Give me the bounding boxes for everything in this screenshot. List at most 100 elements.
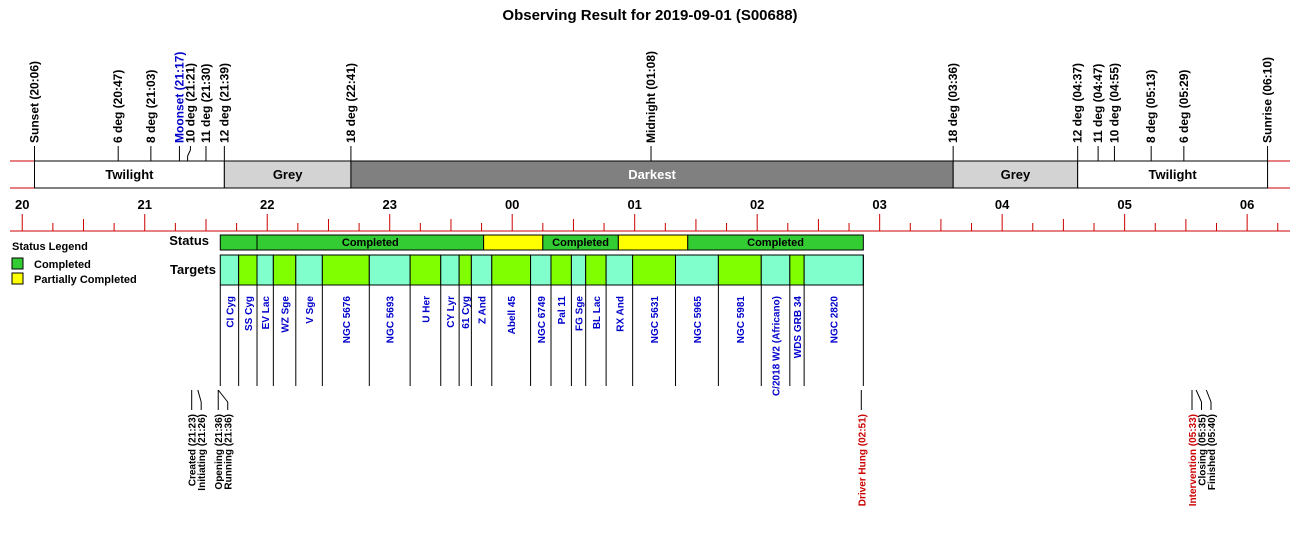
target-block-pal-11 bbox=[550, 254, 572, 286]
target-label-ngc-5693: NGC 5693 bbox=[386, 296, 397, 344]
sky-event-label-8-deg-05-13: 8 deg (05:13) bbox=[1144, 70, 1158, 143]
hour-label-05: 05 bbox=[1117, 197, 1131, 212]
target-block-wds-grb-34 bbox=[789, 254, 805, 286]
target-block-ci-cyg bbox=[219, 254, 240, 286]
legend-label-completed: Completed bbox=[34, 259, 91, 271]
legend-swatch-partial bbox=[11, 272, 24, 285]
target-label-ss-cyg: SS Cyg bbox=[244, 296, 255, 331]
log-event-leader bbox=[197, 389, 202, 403]
target-label-ci-cyg: CI Cyg bbox=[225, 296, 236, 328]
target-label-fg-sge: FG Sge bbox=[575, 296, 586, 331]
status-segment-4 bbox=[617, 234, 689, 251]
log-event-label-closing-05-35: Closing (05:35) bbox=[1198, 414, 1209, 486]
hour-label-01: 01 bbox=[627, 197, 641, 212]
band-grey-3 bbox=[952, 160, 1079, 189]
target-block-ngc-5631 bbox=[632, 254, 677, 286]
status-segment-label-5: Completed bbox=[747, 237, 804, 249]
target-block-bl-lac bbox=[585, 254, 607, 286]
target-block-rx-and bbox=[605, 254, 634, 286]
hour-label-21: 21 bbox=[138, 197, 152, 212]
status-segment-5 bbox=[687, 234, 864, 251]
target-block-c-2018-w2-africano bbox=[760, 254, 791, 286]
band-label-grey: Grey bbox=[1001, 167, 1031, 182]
target-label-abell-45: Abell 45 bbox=[507, 296, 518, 335]
band-label-grey: Grey bbox=[273, 167, 303, 182]
targets-row: CI Cyg SS Cyg EV Lac WZ Sge V Sge NGC 5676 NGC… bbox=[219, 254, 864, 396]
target-block-u-her bbox=[409, 254, 442, 286]
time-axis: 20 21 22 23 00 01 02 03 04 05 06 bbox=[10, 197, 1290, 232]
target-label-bl-lac: BL Lac bbox=[592, 296, 603, 330]
log-event-label-running-21-36: Running (21:36) bbox=[224, 414, 235, 490]
target-block-ngc-5965 bbox=[675, 254, 719, 286]
log-event-label-initiating-21-26: Initiating (21:26) bbox=[197, 414, 208, 491]
band-twilight-4 bbox=[1077, 160, 1269, 189]
target-block-cy-lyr bbox=[440, 254, 460, 286]
log-events: Created (21:23)Initiating (21:26) Opening… bbox=[188, 389, 1218, 506]
log-event-label-created-21-23: Created (21:23) bbox=[188, 414, 199, 486]
status-legend: Status Legend Completed Partially Comple… bbox=[11, 241, 137, 286]
sky-event-leader bbox=[187, 149, 191, 157]
status-row: Completed Completed Completed bbox=[219, 234, 864, 251]
sky-event-label-12-deg-21-39: 12 deg (21:39) bbox=[217, 63, 231, 143]
status-segment-label-3: Completed bbox=[552, 237, 609, 249]
target-label-u-her: U Her bbox=[421, 296, 432, 323]
status-row-label: Status bbox=[169, 233, 209, 248]
sky-event-label-18-deg-22-41: 18 deg (22:41) bbox=[344, 63, 358, 143]
sky-event-label-8-deg-21-03: 8 deg (21:03) bbox=[144, 70, 158, 143]
sky-event-label-18-deg-03-36: 18 deg (03:36) bbox=[946, 63, 960, 143]
target-block-v-sge bbox=[295, 254, 323, 286]
band-label-darkest: Darkest bbox=[628, 167, 676, 182]
log-event-leader bbox=[1195, 389, 1202, 403]
sky-event-label-10-deg-21-21: 10 deg (21:21) bbox=[183, 63, 197, 143]
target-label-c-2018-w2-africano: C/2018 W2 (Africano) bbox=[772, 296, 783, 396]
sky-event-label-6-deg-05-29: 6 deg (05:29) bbox=[1177, 70, 1191, 143]
sky-event-label-11-deg-04-47: 11 deg (04:47) bbox=[1091, 64, 1105, 143]
legend-label-partial: Partially Completed bbox=[34, 274, 137, 286]
legend-title: Status Legend bbox=[12, 241, 88, 253]
target-label-cy-lyr: CY Lyr bbox=[446, 296, 457, 328]
target-label-rx-and: RX And bbox=[615, 296, 626, 332]
log-event-label-driver-hung-02-51: Driver Hung (02:51) bbox=[857, 414, 868, 506]
status-segment-label-1: Completed bbox=[342, 237, 399, 249]
target-block-z-and bbox=[470, 254, 493, 286]
status-segment-2 bbox=[483, 234, 544, 251]
target-label-ngc-5981: NGC 5981 bbox=[736, 296, 747, 344]
band-label-twilight: Twilight bbox=[105, 167, 154, 182]
sky-event-label-sunrise-06-10: Sunrise (06:10) bbox=[1261, 57, 1275, 143]
sky-event-label-6-deg-20-47: 6 deg (20:47) bbox=[111, 70, 125, 143]
sky-event-label-10-deg-04-55: 10 deg (04:55) bbox=[1107, 63, 1121, 143]
hour-label-22: 22 bbox=[260, 197, 274, 212]
hour-label-03: 03 bbox=[872, 197, 886, 212]
hour-label-20: 20 bbox=[15, 197, 29, 212]
sky-event-label-12-deg-04-37: 12 deg (04:37) bbox=[1071, 63, 1085, 143]
target-block-61-cyg bbox=[458, 254, 472, 286]
sky-events: Sunset (20:06) 6 deg (20:47) 8 deg (21:03)… bbox=[27, 51, 1275, 188]
target-label-ngc-5676: NGC 5676 bbox=[342, 296, 353, 344]
twilight-bands: Twilight Grey Darkest Grey Twilight bbox=[10, 160, 1290, 189]
sky-event-label-sunset-20-06: Sunset (20:06) bbox=[27, 61, 41, 143]
legend-swatch-completed bbox=[11, 257, 24, 270]
target-label-61-cyg: 61 Cyg bbox=[461, 296, 472, 329]
log-event-label-finished-05-40: Finished (05:40) bbox=[1207, 414, 1218, 490]
target-block-ngc-5693 bbox=[368, 254, 411, 286]
target-block-abell-45 bbox=[491, 254, 532, 286]
target-block-ngc-5676 bbox=[321, 254, 370, 286]
target-label-ev-lac: EV Lac bbox=[261, 296, 272, 330]
chart-title: Observing Result for 2019-09-01 (S00688) bbox=[502, 7, 797, 24]
target-block-ev-lac bbox=[256, 254, 274, 286]
log-event-leader bbox=[1205, 389, 1212, 403]
target-block-ngc-6749 bbox=[530, 254, 552, 286]
sky-event-label-11-deg-21-30: 11 deg (21:30) bbox=[199, 64, 213, 143]
band-twilight-0 bbox=[33, 160, 225, 189]
sky-event-label-midnight-01-08: Midnight (01:08) bbox=[644, 51, 658, 143]
hour-label-02: 02 bbox=[750, 197, 764, 212]
target-label-ngc-5631: NGC 5631 bbox=[650, 296, 661, 344]
targets-row-label: Targets bbox=[170, 262, 216, 277]
hour-label-00: 00 bbox=[505, 197, 519, 212]
log-event-label-intervention-05-33: Intervention (05:33) bbox=[1188, 414, 1199, 506]
sky-event-label-moonset-21-17: Moonset (21:17) bbox=[172, 52, 186, 143]
target-block-ss-cyg bbox=[238, 254, 258, 286]
target-label-ngc-5965: NGC 5965 bbox=[693, 296, 704, 344]
band-grey-1 bbox=[223, 160, 352, 189]
